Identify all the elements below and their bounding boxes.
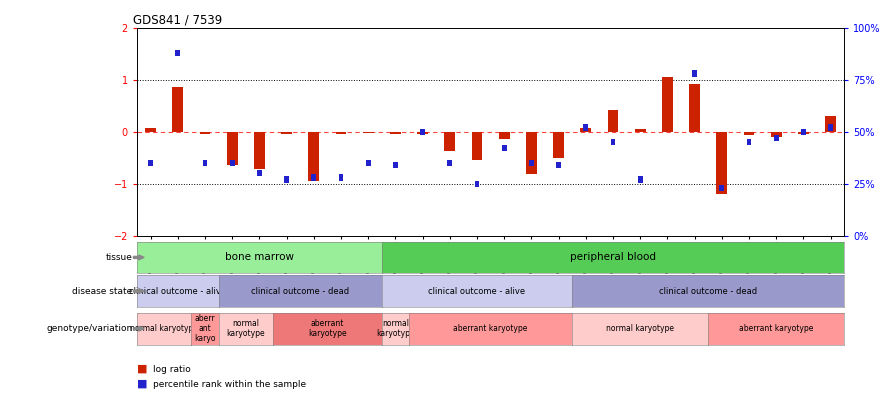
Text: genotype/variation: genotype/variation (46, 324, 133, 333)
Bar (172, 88, 183, 131)
Bar (175, 50, 180, 56)
Bar (529, 160, 534, 166)
Bar (665, 14, 670, 21)
Bar (254, 131, 265, 169)
Bar (471, 131, 483, 160)
Bar (583, 124, 588, 131)
Bar (284, 176, 289, 183)
Text: GDS841 / 7539: GDS841 / 7539 (133, 13, 223, 27)
Bar (743, 131, 754, 135)
Bar (556, 162, 561, 168)
Text: bone marrow: bone marrow (225, 252, 293, 263)
Bar (825, 116, 836, 131)
Bar (771, 131, 781, 137)
Bar (311, 174, 316, 181)
Bar (362, 131, 374, 133)
Bar (145, 128, 156, 131)
Bar (393, 162, 398, 168)
Bar (447, 160, 453, 166)
Text: normal karyotype: normal karyotype (606, 324, 674, 333)
Bar (747, 139, 751, 145)
Bar (336, 131, 347, 134)
Bar (445, 131, 455, 151)
Bar (339, 174, 344, 181)
Bar (149, 160, 153, 166)
Bar (611, 139, 615, 145)
Bar (499, 131, 510, 139)
Bar (257, 170, 262, 176)
Bar (798, 131, 809, 134)
Bar (281, 131, 292, 134)
Bar (390, 131, 400, 134)
Bar (774, 135, 779, 141)
Text: ■: ■ (137, 364, 148, 374)
Bar (366, 160, 370, 166)
Text: clinical outcome - dead: clinical outcome - dead (659, 287, 758, 295)
Bar (309, 131, 319, 181)
Bar (417, 131, 428, 134)
Bar (200, 131, 210, 134)
Bar (720, 185, 724, 191)
Bar (553, 131, 564, 158)
Bar (475, 181, 479, 187)
Text: ■: ■ (137, 379, 148, 389)
Bar (637, 176, 643, 183)
Text: normal
karyotype: normal karyotype (226, 319, 265, 338)
Text: log ratio: log ratio (153, 365, 191, 373)
Text: clinical outcome - dead: clinical outcome - dead (251, 287, 349, 295)
Bar (526, 131, 537, 174)
Bar (502, 145, 507, 151)
Text: tissue: tissue (106, 253, 133, 262)
Text: aberrant karyotype: aberrant karyotype (453, 324, 528, 333)
Text: clinical outcome - alive: clinical outcome - alive (429, 287, 526, 295)
Bar (607, 110, 619, 131)
Text: disease state: disease state (72, 287, 133, 295)
Text: percentile rank within the sample: percentile rank within the sample (153, 380, 306, 388)
Bar (420, 129, 425, 135)
Text: aberrant
karyotype: aberrant karyotype (309, 319, 347, 338)
Bar (227, 131, 238, 166)
Text: clinical outcome - alive: clinical outcome - alive (129, 287, 226, 295)
Bar (202, 160, 208, 166)
Text: normal karyotype: normal karyotype (130, 324, 198, 333)
Text: peripheral blood: peripheral blood (570, 252, 656, 263)
Bar (635, 129, 645, 131)
Text: aberrant karyotype: aberrant karyotype (739, 324, 813, 333)
Text: aberr
ant
karyo: aberr ant karyo (194, 314, 216, 343)
Bar (230, 160, 234, 166)
Bar (690, 84, 700, 131)
Bar (716, 131, 728, 194)
Bar (801, 129, 806, 135)
Bar (581, 128, 591, 131)
Bar (828, 124, 833, 131)
Bar (662, 77, 673, 131)
Text: normal
karyotype: normal karyotype (376, 319, 415, 338)
Bar (692, 70, 697, 76)
